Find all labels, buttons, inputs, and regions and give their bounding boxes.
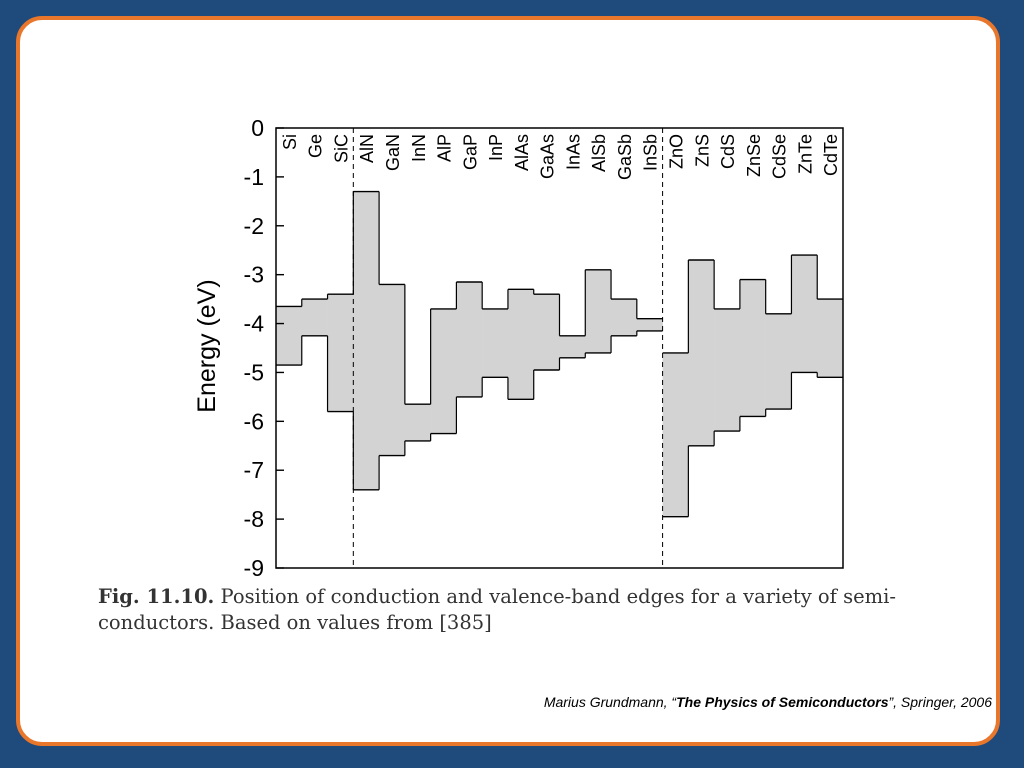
category-label-GaP: GaP: [460, 134, 480, 170]
band-fill-CdSe: [765, 313, 792, 410]
category-label-AlAs: AlAs: [512, 134, 532, 171]
band-fill-AlSb: [585, 269, 612, 353]
band-fill-InP: [482, 308, 509, 378]
category-label-InSb: InSb: [641, 134, 661, 171]
band-fill-CdS: [714, 308, 741, 432]
credit-title: The Physics of Semiconductors: [676, 694, 889, 710]
band-fill-SiC: [327, 294, 354, 412]
category-label-GaSb: GaSb: [615, 134, 635, 180]
y-axis-label: Energy (eV): [193, 279, 221, 412]
category-label-GaN: GaN: [383, 134, 403, 171]
band-fill-GaN: [379, 284, 406, 456]
y-tick-label: -2: [244, 213, 264, 239]
category-label-InAs: InAs: [563, 134, 583, 170]
y-tick-label: -5: [244, 359, 264, 385]
band-bars: [276, 190, 844, 518]
band-fill-Si: [276, 306, 303, 366]
band-fill-ZnS: [688, 260, 715, 446]
category-label-Ge: Ge: [306, 134, 326, 158]
band-fill-ZnO: [662, 352, 689, 517]
band-fill-AlP: [430, 308, 457, 434]
category-label-ZnS: ZnS: [692, 134, 712, 167]
band-fill-AlAs: [507, 289, 535, 400]
category-labels: Si Ge SiC AlN GaN InN AlP GaP InP AlAs GaAs InAs AlS…: [280, 134, 841, 180]
category-label-CdS: CdS: [718, 134, 738, 169]
category-label-CdTe: CdTe: [821, 134, 841, 176]
category-label-SiC: SiC: [331, 134, 351, 163]
band-fill-CdTe: [817, 299, 844, 378]
category-label-InN: InN: [409, 134, 429, 162]
band-fill-GaAs: [533, 294, 560, 370]
group-dividers: [352, 128, 664, 568]
y-axis: 0 -1 -2 -3 -4 -5 -6 -7 -8 -9: [244, 115, 284, 581]
category-label-AlSb: AlSb: [589, 134, 609, 172]
category-label-AlN: AlN: [357, 134, 377, 163]
y-tick-label: -9: [244, 555, 264, 581]
y-tick-label: -6: [244, 408, 264, 434]
plot-frame: [275, 127, 844, 569]
band-fill-ZnSe: [739, 279, 766, 417]
band-fill-InN: [404, 404, 431, 441]
category-label-ZnTe: ZnTe: [795, 134, 815, 174]
band-fill-Ge: [301, 299, 328, 336]
band-fill-GaSb: [611, 299, 638, 336]
category-label-GaAs: GaAs: [538, 134, 558, 179]
band-fill-AlN: [353, 191, 380, 490]
y-tick-label: -1: [244, 164, 264, 190]
category-label-Si: Si: [280, 134, 300, 150]
category-label-CdSe: CdSe: [770, 134, 790, 179]
source-credit: Marius Grundmann, “The Physics of Semico…: [544, 694, 992, 710]
y-tick-label: -8: [244, 506, 264, 532]
category-label-ZnO: ZnO: [666, 134, 686, 169]
figure-caption: Fig. 11.10. Position of conduction and v…: [98, 584, 928, 636]
y-tick-label: -3: [244, 262, 264, 288]
y-tick-label: -7: [244, 457, 264, 483]
band-fill-InAs: [559, 335, 586, 358]
y-tick-label: 0: [251, 115, 264, 141]
credit-suffix: ”, Springer, 2006: [888, 694, 992, 710]
band-fill-GaP: [456, 282, 483, 397]
caption-text: Position of conduction and valence-band …: [98, 585, 896, 634]
y-tick-label: -4: [244, 311, 265, 337]
category-label-InP: InP: [486, 134, 506, 161]
credit-prefix: Marius Grundmann, “: [543, 694, 677, 710]
caption-label: Fig. 11.10.: [98, 585, 215, 608]
category-label-ZnSe: ZnSe: [744, 134, 764, 177]
band-fill-ZnTe: [791, 255, 818, 373]
category-label-AlP: AlP: [435, 134, 455, 162]
band-fill-InSb: [636, 318, 663, 331]
